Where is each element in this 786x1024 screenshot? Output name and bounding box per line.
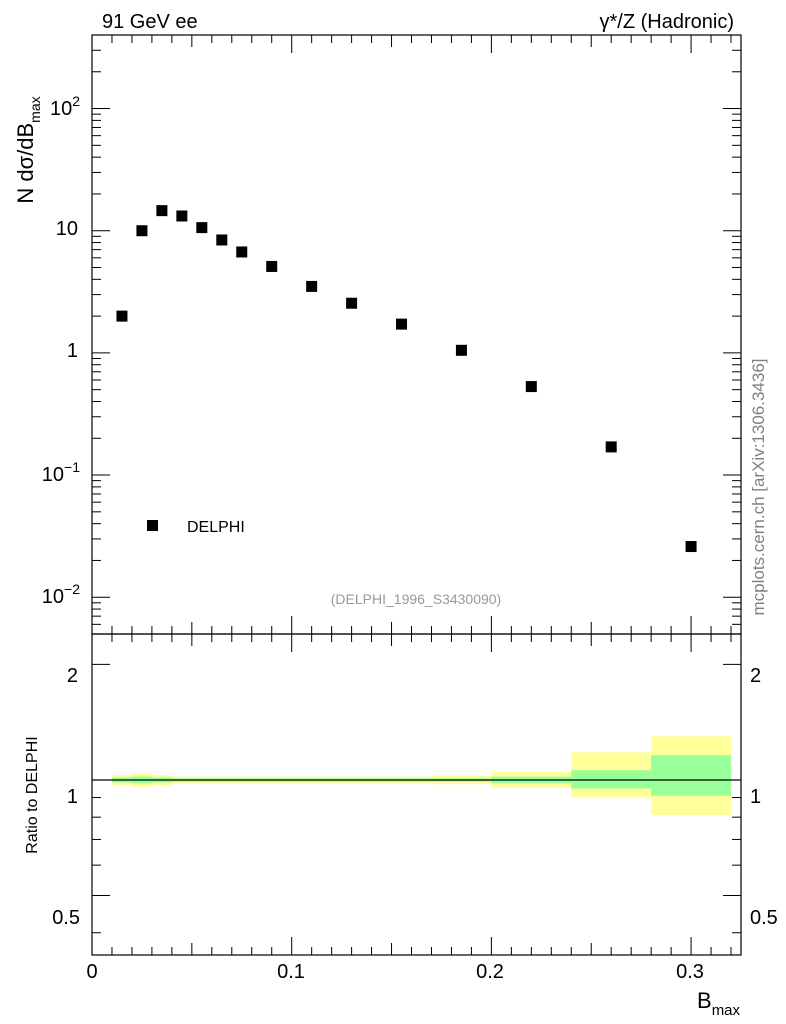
data-markers (116, 205, 697, 553)
main-ytick-label: 102 (50, 93, 80, 120)
analysis-id-label: (DELPHI_1996_S3430090) (331, 591, 501, 607)
x-axis-label: Bmax (697, 988, 741, 1019)
main-ytick-label: 10−1 (42, 459, 80, 486)
axes (91, 34, 742, 956)
data-point (116, 310, 128, 322)
main-y-axis-label: N dσ/dBmax (13, 96, 43, 203)
data-point (236, 246, 248, 258)
ratio-frame (91, 633, 742, 956)
x-tick-label: 0.1 (277, 961, 305, 983)
data-point (396, 318, 408, 330)
data-point (685, 541, 697, 553)
legend-label: DELPHI (187, 519, 245, 536)
ratio-ytick-label-left: 2 (67, 665, 78, 687)
main-frame (91, 34, 742, 635)
data-point (605, 441, 617, 453)
main-ytick-label: 10 (56, 218, 78, 240)
main-ytick-label: 1 (67, 340, 78, 362)
ratio-ytick-label-right: 2 (750, 665, 761, 687)
ratio-bands (111, 736, 732, 816)
ratio-inner-band (651, 755, 732, 796)
main-ytick-label: 10−2 (42, 581, 80, 608)
data-point (306, 280, 318, 292)
tick-labels: 10−2 10−1 1 10 102 0.5 1 2 0.5 1 2 0 0.1… (42, 93, 778, 983)
data-point (455, 344, 467, 356)
ratio-y-axis-label: Ratio to DELPHI (24, 736, 41, 853)
data-point (525, 381, 537, 393)
data-point (156, 205, 168, 217)
ratio-ytick-label-right: 1 (750, 786, 761, 808)
ratio-ytick-label-left: 1 (67, 786, 78, 808)
x-tick-label: 0 (86, 961, 97, 983)
ratio-ytick-label-right: 0.5 (750, 907, 778, 929)
legend-marker (147, 520, 158, 531)
data-point (136, 225, 148, 237)
data-point (176, 210, 188, 222)
data-point (266, 260, 278, 272)
header-right-label: γ*/Z (Hadronic) (600, 11, 734, 33)
x-tick-label: 0.2 (476, 961, 504, 983)
data-point (196, 222, 208, 234)
ratio-ytick-label-left: 0.5 (52, 907, 80, 929)
x-tick-label: 0.3 (676, 961, 704, 983)
watermark-label: mcplots.cern.ch [arXiv:1306.3436] (749, 358, 768, 615)
data-point (346, 297, 358, 309)
header-left-label: 91 GeV ee (102, 11, 198, 33)
data-point (216, 234, 228, 246)
